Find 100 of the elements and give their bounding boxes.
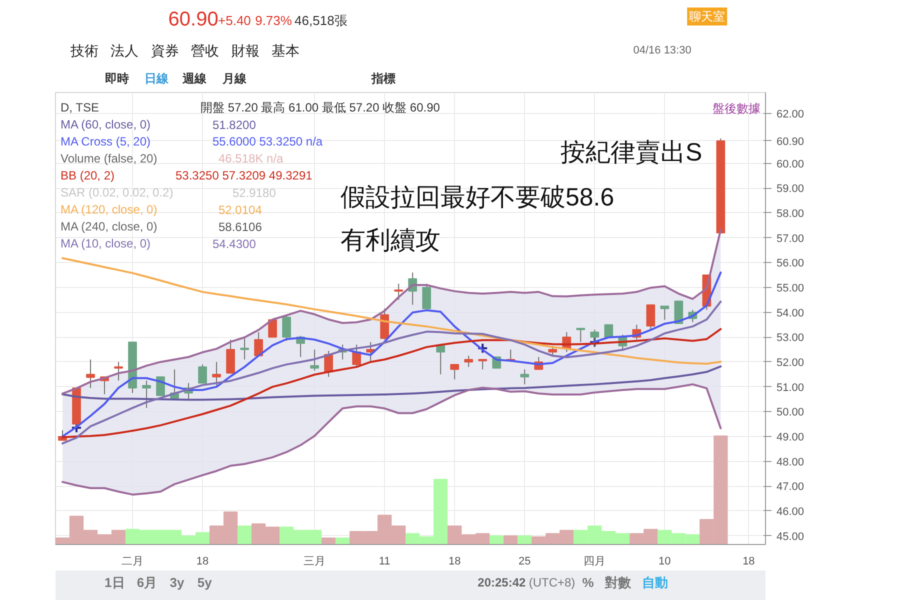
annotation: 假設拉回最好不要破58.6 bbox=[340, 184, 614, 212]
line-series bbox=[62, 257, 722, 365]
y-tick-label: 50.00 bbox=[776, 406, 804, 419]
y-tick-label: 51.00 bbox=[776, 382, 804, 394]
text: 聊天室 bbox=[689, 10, 726, 24]
y-tick-label: 45.00 bbox=[776, 530, 804, 543]
x-tick-label: 18 bbox=[742, 556, 755, 568]
candlestick bbox=[86, 358, 95, 389]
x-tick-label: 11 bbox=[378, 556, 390, 568]
bar bbox=[518, 535, 532, 544]
candlestick bbox=[198, 364, 207, 384]
y-tick-label: 55.00 bbox=[776, 282, 804, 294]
y-tick-label: 52.00 bbox=[776, 356, 804, 369]
y-tick-label: 53.00 bbox=[776, 332, 804, 344]
candlestick bbox=[142, 380, 151, 408]
y-tick-label: 56.00 bbox=[776, 258, 804, 270]
annotation: 53.3250 57.3209 49.3291 bbox=[176, 168, 313, 182]
text: 技術 bbox=[69, 42, 98, 58]
y-tick-label: 47.00 bbox=[776, 481, 804, 494]
annotation: 54.4300 bbox=[212, 237, 256, 251]
candlestick bbox=[520, 368, 530, 385]
text: MA (120, close, 0) bbox=[60, 202, 158, 216]
candlestick bbox=[282, 314, 291, 342]
y-tick-label: 46.00 bbox=[776, 506, 804, 518]
text: 基本 bbox=[272, 42, 300, 58]
x-tick-label: 18 bbox=[196, 556, 209, 568]
annotation: 52.9180 bbox=[232, 186, 276, 200]
text: 20:25:42 bbox=[478, 576, 526, 590]
candlestick bbox=[450, 364, 460, 380]
candlestick bbox=[576, 328, 586, 343]
text: +5.40 bbox=[218, 13, 251, 28]
y-tick-label: 58.00 bbox=[776, 208, 804, 220]
text: 60.90 bbox=[168, 8, 218, 30]
bar bbox=[336, 537, 350, 544]
y-tick-label: 49.00 bbox=[776, 431, 804, 444]
x-tick-label: 18 bbox=[448, 556, 461, 568]
annotation: 58.6106 bbox=[218, 220, 262, 234]
y-tick-label: 60.90 bbox=[776, 136, 804, 148]
text: 04/16 13:30 bbox=[633, 44, 692, 56]
text: 46,518張 bbox=[294, 13, 348, 28]
annotation: 55.6000 53.3250 n/a bbox=[212, 134, 323, 148]
candlestick bbox=[464, 355, 474, 368]
annotation: 有利續攻 bbox=[340, 226, 440, 254]
y-tick-label: 59.00 bbox=[776, 183, 804, 196]
bar bbox=[490, 535, 504, 544]
text: 自動 bbox=[642, 575, 668, 590]
text: 5y bbox=[197, 575, 213, 590]
annotation: 52.0104 bbox=[218, 203, 262, 217]
text: 週線 bbox=[181, 72, 208, 86]
y-tick-label: 54.00 bbox=[776, 307, 804, 320]
text: % bbox=[582, 575, 594, 590]
annotation: 51.8200 bbox=[212, 118, 256, 132]
x-tick-label: 二月 bbox=[122, 556, 144, 568]
annotation: Volume (false, 20) bbox=[60, 152, 158, 166]
annotation: SAR (0.02, 0.02, 0.2) bbox=[60, 186, 174, 200]
annotation: MA (240, close, 0) bbox=[60, 220, 158, 234]
bar bbox=[321, 537, 336, 544]
text: 資券 bbox=[150, 42, 179, 58]
candlestick bbox=[478, 358, 488, 370]
text: (UTC+8) bbox=[528, 576, 576, 590]
text: BB (20, 2) bbox=[60, 168, 115, 182]
y-tick-label: 60.00 bbox=[776, 158, 804, 170]
candlestick bbox=[646, 304, 656, 330]
candlestick bbox=[310, 349, 319, 372]
text: 9.73% bbox=[255, 13, 292, 28]
candlestick bbox=[422, 283, 432, 310]
text: 對數 bbox=[604, 575, 632, 590]
annotation: 開盤 57.20 最高 61.00 最低 57.20 收盤 60.90 bbox=[200, 100, 440, 114]
text: 財報 bbox=[231, 42, 260, 58]
text: 3y bbox=[170, 575, 185, 590]
point bbox=[589, 336, 600, 348]
candlestick bbox=[254, 332, 263, 356]
annotation: 盤後數據 bbox=[712, 102, 760, 116]
annotation: D, TSE bbox=[60, 100, 99, 114]
candlestick bbox=[212, 361, 221, 386]
text: MA (10, close, 0) bbox=[60, 236, 151, 250]
line-series bbox=[62, 383, 722, 496]
point bbox=[477, 342, 488, 354]
candlestick bbox=[240, 336, 249, 360]
x-tick-label: 四月 bbox=[584, 556, 606, 568]
bar bbox=[237, 526, 252, 544]
text: 6月 bbox=[136, 575, 158, 590]
x-tick-label: 三月 bbox=[304, 556, 326, 568]
candlestick bbox=[660, 306, 670, 320]
text: 月線 bbox=[222, 72, 248, 86]
line-series bbox=[62, 300, 722, 444]
text: 1日 bbox=[104, 575, 125, 590]
candlestick bbox=[380, 308, 390, 340]
candlestick bbox=[590, 329, 600, 348]
text: 即時 bbox=[105, 72, 130, 86]
x-tick-label: 10 bbox=[658, 556, 671, 568]
text: MA Cross (5, 20) bbox=[60, 134, 151, 148]
text: 指標 bbox=[370, 72, 396, 86]
line-series bbox=[62, 365, 722, 401]
text: 營收 bbox=[191, 42, 220, 58]
candlestick bbox=[268, 319, 277, 338]
candlestick bbox=[436, 345, 446, 375]
text: MA (60, close, 0) bbox=[60, 118, 151, 132]
x-tick-label: 25 bbox=[518, 556, 531, 568]
candlestick bbox=[114, 361, 123, 382]
